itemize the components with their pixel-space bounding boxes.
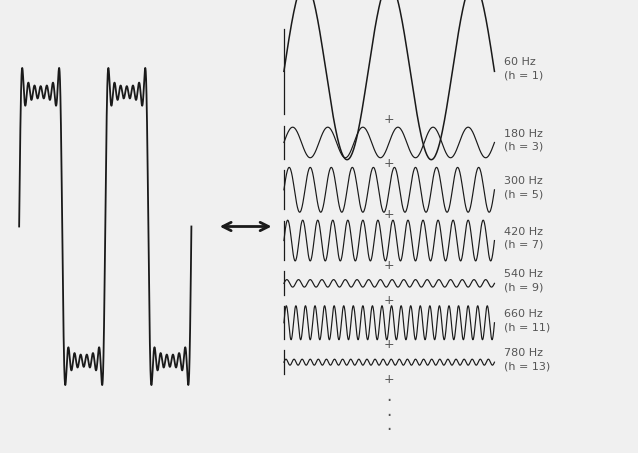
Text: +: +	[384, 294, 394, 307]
Text: +: +	[384, 259, 394, 272]
Text: 180 Hz
(h = 3): 180 Hz (h = 3)	[504, 129, 544, 152]
Text: 780 Hz
(h = 13): 780 Hz (h = 13)	[504, 348, 550, 371]
Text: 660 Hz
(h = 11): 660 Hz (h = 11)	[504, 309, 550, 332]
Text: .: .	[387, 416, 392, 434]
Text: +: +	[384, 114, 394, 126]
Text: +: +	[384, 208, 394, 221]
Text: +: +	[384, 373, 394, 386]
Text: 540 Hz
(h = 9): 540 Hz (h = 9)	[504, 270, 544, 293]
Text: 300 Hz
(h = 5): 300 Hz (h = 5)	[504, 176, 544, 199]
Text: .: .	[387, 402, 392, 420]
Text: 60 Hz
(h = 1): 60 Hz (h = 1)	[504, 58, 544, 81]
Text: +: +	[384, 338, 394, 351]
Text: +: +	[384, 158, 394, 170]
Text: .: .	[387, 387, 392, 405]
Text: 420 Hz
(h = 7): 420 Hz (h = 7)	[504, 226, 544, 250]
